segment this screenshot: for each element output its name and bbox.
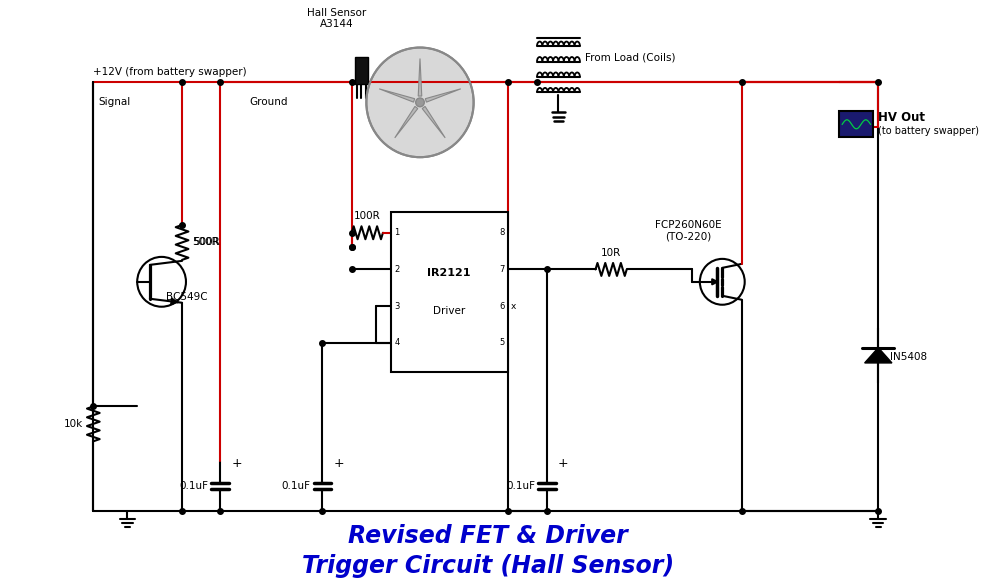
Polygon shape: [418, 59, 422, 96]
Polygon shape: [865, 347, 892, 363]
Polygon shape: [425, 89, 461, 102]
Polygon shape: [422, 107, 445, 138]
Text: HV Out: HV Out: [878, 111, 925, 125]
Text: Signal: Signal: [98, 97, 130, 107]
Text: Ground: Ground: [249, 97, 288, 107]
Text: IR2121: IR2121: [427, 268, 471, 278]
Text: From Load (Coils): From Load (Coils): [585, 52, 675, 62]
Text: (to battery swapper): (to battery swapper): [878, 126, 979, 136]
Text: 0.1uF: 0.1uF: [506, 481, 535, 491]
Text: 6: 6: [499, 301, 504, 311]
Polygon shape: [379, 89, 415, 102]
Polygon shape: [395, 107, 418, 138]
Text: FCP260N60E
(TO-220): FCP260N60E (TO-220): [655, 221, 721, 242]
Text: +: +: [231, 457, 242, 470]
Text: 500R: 500R: [193, 237, 220, 247]
Text: IN5408: IN5408: [890, 352, 927, 361]
Text: 10k: 10k: [64, 419, 83, 429]
Text: 4: 4: [394, 338, 399, 347]
Bar: [355, 56, 368, 84]
Text: Driver: Driver: [433, 306, 465, 316]
Bar: [839, 111, 873, 137]
Text: 100R: 100R: [354, 211, 381, 221]
Circle shape: [366, 48, 474, 157]
Text: 500R: 500R: [192, 237, 219, 247]
Text: 0.1uF: 0.1uF: [179, 481, 208, 491]
Text: Trigger Circuit (Hall Sensor): Trigger Circuit (Hall Sensor): [302, 554, 674, 578]
Text: 1: 1: [394, 228, 399, 237]
Text: 2: 2: [394, 265, 399, 274]
Text: +12V (from battery swapper): +12V (from battery swapper): [93, 68, 247, 77]
Text: 5: 5: [499, 338, 504, 347]
Text: x: x: [511, 301, 516, 311]
Text: Hall Sensor
A3144: Hall Sensor A3144: [307, 8, 367, 29]
Text: +: +: [558, 457, 569, 470]
Text: 0.1uF: 0.1uF: [282, 481, 311, 491]
Text: +: +: [334, 457, 344, 470]
Text: 3: 3: [394, 301, 400, 311]
Text: 8: 8: [499, 228, 504, 237]
Text: 7: 7: [499, 265, 504, 274]
Circle shape: [416, 98, 424, 107]
Bar: [391, 212, 508, 371]
Text: 10R: 10R: [601, 248, 621, 258]
Text: BC549C: BC549C: [166, 292, 208, 302]
Text: Revised FET & Driver: Revised FET & Driver: [348, 524, 628, 548]
